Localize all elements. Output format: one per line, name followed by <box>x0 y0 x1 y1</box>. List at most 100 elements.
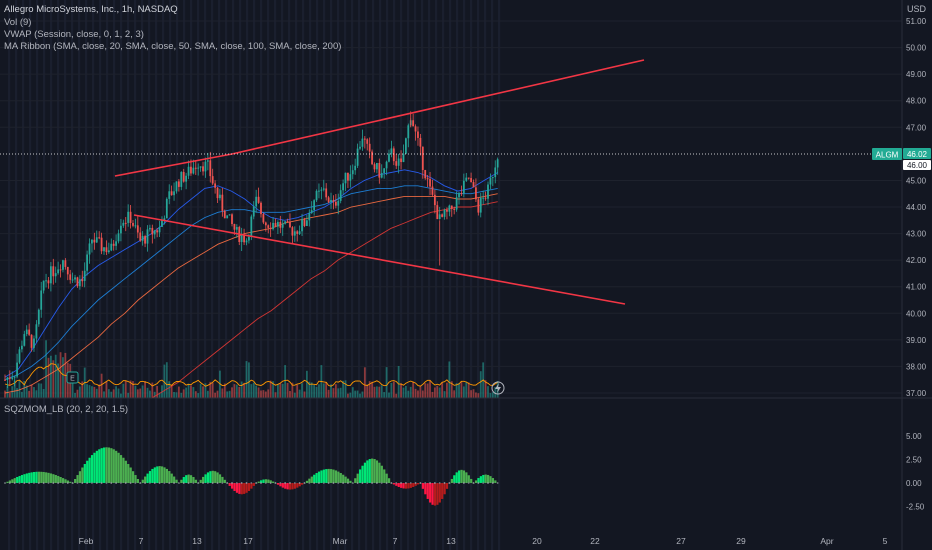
momentum-bar <box>30 472 33 483</box>
candle-body <box>438 214 441 220</box>
time-tick-label: 27 <box>676 536 686 546</box>
volume-bar <box>233 384 236 398</box>
squeeze-dot <box>187 482 190 484</box>
volume-bar <box>436 385 439 398</box>
volume-bar <box>170 385 173 398</box>
squeeze-dot <box>182 482 185 484</box>
volume-bar <box>305 370 308 398</box>
volume-bar <box>366 384 369 398</box>
volume-bar <box>173 391 175 398</box>
candle-body <box>248 236 250 241</box>
candle-body <box>356 148 359 166</box>
volume-bar <box>49 355 52 398</box>
volume-bar <box>33 387 35 398</box>
squeeze-dot <box>206 482 209 484</box>
volume-legend[interactable]: Vol (9) <box>4 17 32 28</box>
momentum-bar <box>66 480 69 483</box>
momentum-bar <box>228 483 231 486</box>
session-band <box>211 0 214 550</box>
candle-body <box>255 196 258 207</box>
candle-body <box>185 175 188 182</box>
squeeze-dot <box>120 482 122 484</box>
volume-bar <box>221 388 224 398</box>
ma-ribbon-legend[interactable]: MA Ribbon (SMA, close, 20, SMA, close, 5… <box>4 41 342 52</box>
volume-bar <box>209 381 212 398</box>
squeeze-dot <box>115 482 117 484</box>
upper-trendline-start <box>114 153 233 177</box>
session-band <box>183 0 186 550</box>
candle-body <box>458 193 460 198</box>
momentum-bar <box>325 469 328 483</box>
volume-bar <box>45 340 47 398</box>
session-band <box>134 0 137 550</box>
candle-body <box>59 269 62 271</box>
momentum-bar <box>98 449 101 483</box>
momentum-bar <box>192 477 195 483</box>
volume-bar <box>368 381 371 398</box>
momentum-bar <box>431 483 434 505</box>
last-price-value: 46.02 <box>907 150 928 159</box>
volume-bar <box>433 387 436 398</box>
session-band <box>491 0 494 550</box>
session-band <box>365 0 368 550</box>
candle-body <box>173 191 175 196</box>
volume-bar <box>494 387 497 398</box>
momentum-tick-label: 5.00 <box>906 432 922 441</box>
squeeze-dot <box>438 482 441 484</box>
momentum-bar <box>308 478 311 483</box>
squeeze-dot <box>284 482 287 484</box>
momentum-bar <box>346 478 350 483</box>
volume-bar <box>453 390 456 398</box>
session-band <box>281 0 284 550</box>
momentum-bar <box>438 483 441 503</box>
lightning-icon[interactable] <box>491 381 505 395</box>
momentum-bar <box>380 465 383 483</box>
momentum-bar <box>267 479 270 483</box>
candle-body <box>344 172 347 184</box>
candle-body <box>347 172 349 181</box>
squeeze-dot <box>86 482 89 484</box>
volume-bar <box>376 386 378 398</box>
session-band <box>470 0 473 550</box>
momentum-bar <box>250 483 253 489</box>
session-band <box>309 0 312 550</box>
session-band <box>372 0 375 550</box>
candle-body <box>98 237 101 239</box>
candle-body <box>245 240 248 243</box>
session-band <box>456 0 459 550</box>
squeeze-dot <box>303 482 306 484</box>
volume-bar <box>21 391 23 398</box>
candle-body <box>170 191 173 196</box>
candle-body <box>221 194 224 211</box>
squeeze-momentum-legend[interactable]: SQZMOM_LB (20, 2, 20, 1.5) <box>4 404 129 415</box>
volume-bar <box>74 392 76 398</box>
volume-bar <box>479 371 482 398</box>
volume-bar <box>149 390 151 398</box>
momentum-bar <box>42 472 45 483</box>
candle-body <box>64 260 67 267</box>
squeeze-dot <box>139 482 142 484</box>
volume-bar <box>107 389 110 398</box>
volume-bar <box>407 390 410 398</box>
squeeze-dot <box>192 482 195 484</box>
volume-bar <box>250 384 253 398</box>
price-tick-label: 41.00 <box>906 283 927 292</box>
squeeze-dots <box>4 482 499 484</box>
volume-bar <box>185 387 188 398</box>
session-band <box>141 0 144 550</box>
vwap-legend[interactable]: VWAP (Session, close, 0, 1, 2, 3) <box>4 29 144 40</box>
momentum-bar <box>235 483 239 493</box>
earnings-marker-icon[interactable]: E <box>66 371 79 384</box>
volume-bar <box>23 381 26 398</box>
volume-bar <box>400 383 402 398</box>
candle-body <box>252 206 255 217</box>
squeeze-dot <box>245 482 248 484</box>
momentum-bar <box>47 472 50 483</box>
candle-body <box>16 362 18 377</box>
momentum-bar <box>322 469 325 483</box>
momentum-bar <box>119 455 123 483</box>
volume-bar <box>462 386 465 398</box>
volume-bar <box>291 382 294 398</box>
volume-bar <box>438 387 441 398</box>
